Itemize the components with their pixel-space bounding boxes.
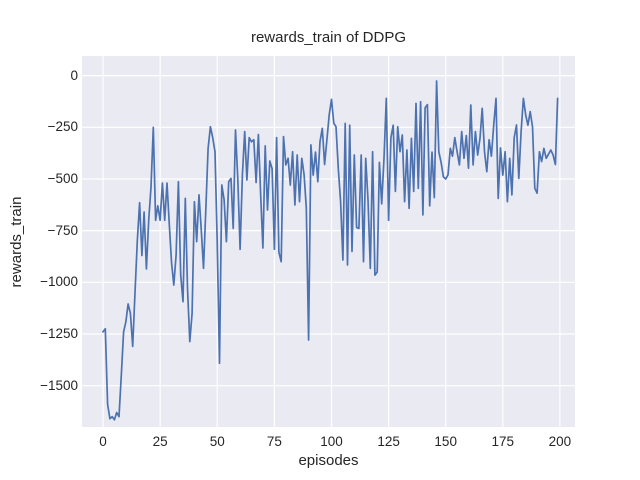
x-axis-label: episodes	[298, 452, 359, 469]
y-tick-label: −750	[47, 222, 78, 238]
chart-title: rewards_train of DDPG	[250, 29, 407, 46]
x-tick-label: 75	[266, 434, 282, 449]
x-tick-label: 0	[99, 434, 107, 449]
y-tick-label: 0	[70, 67, 78, 83]
x-tick-label: 50	[209, 434, 225, 449]
x-tick-label: 125	[377, 434, 400, 449]
y-axis-label: rewards_train	[8, 196, 25, 288]
x-tick-label: 25	[152, 434, 168, 449]
x-tick-label: 200	[548, 434, 572, 449]
series-line	[102, 80, 559, 421]
y-tick-label: −1500	[40, 377, 78, 393]
y-tick-label: −250	[47, 119, 78, 135]
x-tick-label: 150	[434, 434, 457, 449]
x-tick-label: 100	[320, 434, 343, 449]
y-tick-label: −1000	[40, 274, 78, 290]
plot-background	[82, 56, 575, 427]
y-tick-label: −500	[47, 170, 78, 186]
plot-area	[82, 56, 575, 427]
line-chart-svg	[82, 56, 575, 427]
y-tick-label: −1250	[40, 325, 78, 341]
x-tick-label: 175	[491, 434, 515, 449]
